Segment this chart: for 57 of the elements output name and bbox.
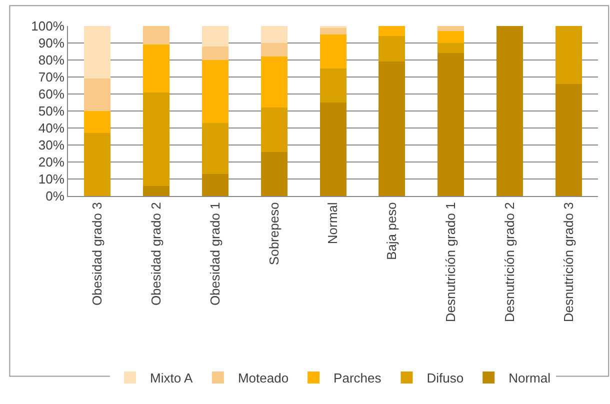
bar [143, 92, 170, 186]
y-tick-label: 70% [38, 70, 65, 85]
bar [438, 53, 464, 196]
bar [438, 43, 464, 54]
x-tick-label: Desnutrición grado 2 [502, 202, 517, 322]
bar [202, 46, 228, 60]
bar [260, 43, 288, 57]
bar [260, 26, 288, 43]
x-tick-label: Obesidad grado 2 [148, 202, 164, 306]
bar [320, 102, 346, 196]
bar [320, 34, 346, 68]
bar [84, 78, 111, 111]
bar [438, 31, 464, 43]
y-tick-label: 10% [38, 172, 65, 187]
bar [555, 84, 582, 196]
y-tick-label: 40% [38, 120, 65, 136]
y-tick-label: 90% [38, 36, 65, 51]
x-tick-label: Sobrepeso [266, 202, 282, 266]
bar [378, 36, 406, 62]
bar [84, 111, 111, 134]
bar [202, 174, 228, 196]
x-tick-label: Obesidad grado 1 [207, 202, 222, 306]
bar [320, 68, 346, 102]
y-tick-label: 0% [46, 188, 65, 204]
bar [555, 26, 582, 84]
x-tick-label: Desnutrición grado 3 [560, 202, 576, 322]
bar [202, 26, 228, 46]
bar [260, 108, 288, 152]
bar [202, 60, 228, 123]
y-tick-label: 80% [38, 52, 65, 68]
legend-label: Parches [334, 370, 382, 386]
y-tick-label: 30% [38, 138, 65, 153]
x-tick-label: Obesidad grado 3 [90, 202, 105, 306]
bar [320, 28, 346, 34]
bar [84, 133, 111, 196]
legend-label: Normal [508, 370, 551, 386]
y-tick-label: 60% [38, 86, 65, 102]
bar [143, 186, 170, 196]
y-tick-label: 50% [38, 104, 65, 119]
bar [260, 152, 288, 196]
bar [378, 26, 406, 36]
bar [496, 26, 523, 196]
legend-label: Mixto A [150, 370, 193, 386]
y-tick-label: 100% [31, 18, 65, 34]
bar [84, 26, 111, 79]
legend-label: Moteado [238, 370, 289, 386]
bar [260, 56, 288, 108]
x-tick-label: Desnutrición grado 1 [443, 202, 458, 322]
bar [143, 44, 170, 92]
bar [202, 122, 228, 174]
bar [438, 26, 464, 32]
x-tick-label: Baja peso [384, 202, 400, 260]
x-tick-label: Normal [325, 202, 340, 244]
bar [378, 62, 406, 196]
legend-label: Difuso [426, 370, 464, 386]
bar [143, 26, 170, 45]
y-tick-label: 20% [38, 154, 65, 170]
